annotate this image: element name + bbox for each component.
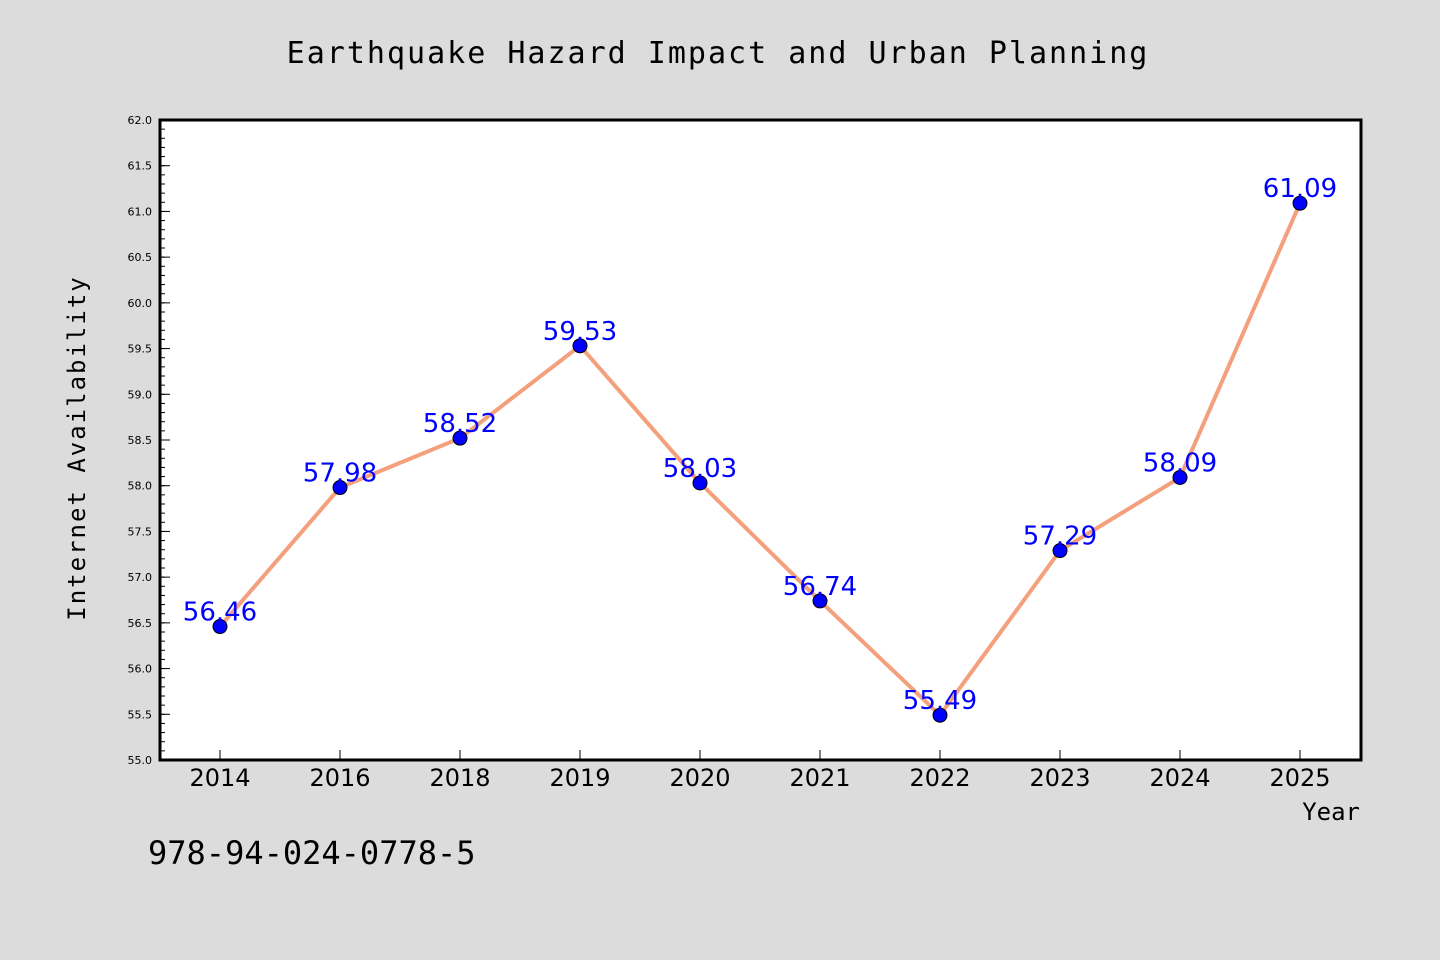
data-point (332, 480, 348, 496)
plot-frame (158, 118, 1363, 762)
data-point (212, 619, 228, 635)
x-tick-label: 2025 (1269, 764, 1330, 792)
y-tick-label: 59.0 (128, 388, 153, 401)
data-labels: 56.46 57.98 58.52 59.53 58.03 56.74 55.49 57.29… (183, 174, 1337, 716)
y-axis: 55.0 55.5 56.0 56.5 57.0 57.5 58.0 58.5 59.0 59.5… (128, 114, 170, 767)
data-label: 56.74 (783, 572, 857, 602)
series-layer (212, 195, 1308, 723)
data-point (572, 338, 588, 354)
x-axis-label: Year (1302, 798, 1360, 826)
data-label: 58.52 (423, 409, 497, 439)
x-tick-label: 2022 (909, 764, 970, 792)
x-tick-label: 2023 (1029, 764, 1090, 792)
data-point (812, 593, 828, 609)
data-point (452, 430, 468, 446)
y-tick-label: 56.0 (128, 663, 153, 676)
data-point (932, 707, 948, 723)
y-tick-label: 57.0 (128, 571, 153, 584)
x-tick-label: 2020 (669, 764, 730, 792)
y-tick-label: 60.0 (128, 297, 153, 310)
plot-area (160, 120, 1361, 760)
data-label: 61.09 (1263, 174, 1337, 204)
y-tick-label: 56.5 (128, 617, 153, 630)
y-tick-label: 58.0 (128, 480, 153, 493)
y-tick-label: 55.5 (128, 708, 153, 721)
y-tick-label: 61.5 (128, 160, 153, 173)
footer-code: 978-94-024-0778-5 (148, 834, 476, 872)
x-tick-label: 2024 (1149, 764, 1210, 792)
data-label: 57.98 (303, 459, 377, 489)
y-tick-label: 58.5 (128, 434, 153, 447)
y-tick-label: 59.5 (128, 343, 153, 356)
data-label: 58.09 (1143, 448, 1217, 478)
data-label: 57.29 (1023, 522, 1097, 552)
data-point (692, 475, 708, 491)
y-tick-label: 62.0 (128, 114, 153, 127)
data-label: 56.46 (183, 598, 257, 628)
x-tick-label: 2016 (309, 764, 370, 792)
y-tick-label: 60.5 (128, 251, 153, 264)
x-tick-label: 2014 (189, 764, 250, 792)
data-point (1172, 469, 1188, 485)
chart-title: Earthquake Hazard Impact and Urban Plann… (287, 36, 1150, 71)
x-tick-label: 2019 (549, 764, 610, 792)
y-tick-label: 57.5 (128, 525, 153, 538)
x-tick-label: 2021 (789, 764, 850, 792)
data-label: 58.03 (663, 454, 737, 484)
data-label: 55.49 (903, 686, 977, 716)
data-point (1052, 543, 1068, 559)
series-line (218, 202, 1302, 718)
data-label: 59.53 (543, 317, 617, 347)
x-axis: 2014 2016 2018 2019 2020 2021 2022 2023 2024 2025 (189, 750, 1331, 792)
y-axis-label: Internet Availability (63, 275, 91, 620)
data-point (1292, 195, 1308, 211)
y-tick-label: 61.0 (128, 205, 153, 218)
y-tick-label: 55.0 (128, 754, 153, 767)
x-tick-label: 2018 (429, 764, 490, 792)
